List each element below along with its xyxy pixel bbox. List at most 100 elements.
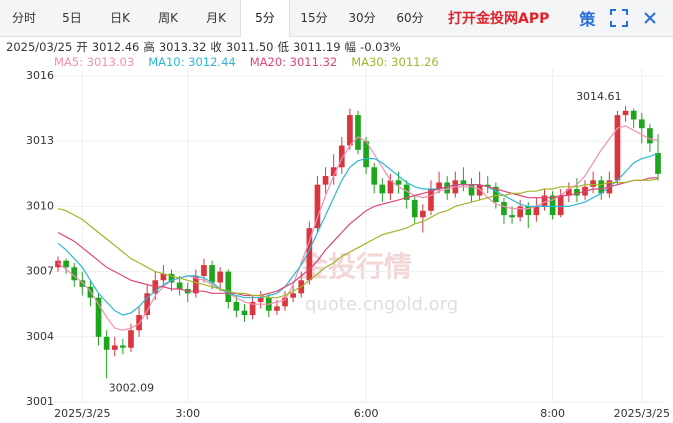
candle-body [590,180,596,187]
candle-body [403,184,410,200]
candle-body [444,182,451,194]
candle-body [557,195,564,216]
candle-body [501,202,507,216]
extreme-label: 3002.09 [109,381,155,394]
candle-body [63,260,69,268]
info-value: 3011.50 [225,40,274,54]
app-link[interactable]: 打开金投网APP [448,11,550,27]
x-tick-label: 8:00 [540,407,565,420]
candle-body [55,260,61,268]
candle-body [322,175,329,185]
candle-body [533,206,540,216]
info-label: 高 [143,40,155,54]
candle-body [363,141,369,168]
candle-body [428,189,434,211]
tab[interactable]: 周K [158,11,178,25]
candle-body [541,195,548,207]
candle-body [630,110,637,120]
candle-body [371,167,378,185]
candle-body [274,306,280,311]
candle-body [225,271,232,303]
y-tick-label: 3004 [26,330,54,343]
candle-body [460,180,467,185]
extreme-label: 3014.61 [576,90,622,103]
candle-body [647,128,653,144]
candle-body [314,184,321,229]
candle-body [395,180,402,185]
candle-body [217,271,223,283]
y-tick-label: 3016 [26,69,54,82]
candle-body [614,115,621,181]
close-icon[interactable] [643,11,657,25]
x-tick-label: 2025/3/25 [54,407,110,420]
candle-body [111,345,118,350]
candle-body [493,186,499,203]
candle-body [517,206,523,218]
tab[interactable]: 分时 [11,11,36,25]
candle-body [330,167,337,176]
tab[interactable]: 日K [110,11,130,25]
info-value: -0.03% [360,40,401,54]
tab[interactable]: 月K [206,11,226,25]
candle-body [168,273,175,283]
info-label: 开 [76,40,88,54]
fullscreen-icon[interactable] [609,8,629,28]
candle-body [79,280,86,287]
candle-body [128,330,134,348]
tab[interactable]: 5分 [240,0,290,37]
candle-body [420,210,426,218]
strategy-button[interactable]: 策 [579,10,596,29]
candle-body [565,189,572,196]
candle-body [525,206,532,216]
tab[interactable]: 60分 [396,11,424,25]
info-label: 收 [210,40,222,54]
candle-body [379,184,386,194]
candle-body [622,110,629,116]
info-line: 2025/03/25 开 3012.46 高 3013.32 收 3011.50 低 3011.… [6,39,405,55]
x-tick-label: 3:00 [175,407,200,420]
tab[interactable]: 30分 [348,11,376,25]
candle-body [201,265,207,276]
x-tick-label: 2025/3/25 [614,407,670,420]
legend-entry: MA30: 3011.26 [351,55,439,69]
candle-body [95,297,102,337]
info-value: 3012.46 [91,40,140,54]
info-label: 低 [277,40,289,54]
candle-body [574,189,580,196]
candle-body [306,228,313,281]
ma-line [57,125,659,331]
tab[interactable]: 15分 [300,11,328,25]
candle-body [71,267,78,281]
candle-body [160,273,167,281]
candle-body [436,182,442,190]
ma-line [57,177,659,297]
candle-body [257,297,264,303]
candle-body [120,345,126,348]
candle-body [655,152,661,174]
candle-body [387,180,394,194]
watermark-url: quote.cngold.org [305,294,458,315]
legend-entry: MA20: 3011.32 [249,55,338,69]
candle-body [598,180,605,194]
candle-body [136,315,142,331]
y-tick-label: 3013 [26,134,54,147]
candle-body [468,184,475,196]
watermark-brand: 金投行情 [299,250,412,283]
candle-body [355,115,361,150]
candle-body [347,115,353,146]
candle-body [282,297,288,307]
info-date: 2025/03/25 [6,40,73,54]
tab[interactable]: 5日 [62,11,82,25]
legend-entry: MA5: 3013.03 [54,55,135,69]
candle-body [549,195,556,216]
candle-body [411,199,418,218]
candle-body [249,302,256,316]
ma-line [57,152,659,316]
x-tick-label: 6:00 [354,407,379,420]
candle-body [209,265,215,283]
y-tick-label: 3001 [26,395,54,408]
candle-body [484,184,491,187]
info-value: 3013.32 [158,40,207,54]
